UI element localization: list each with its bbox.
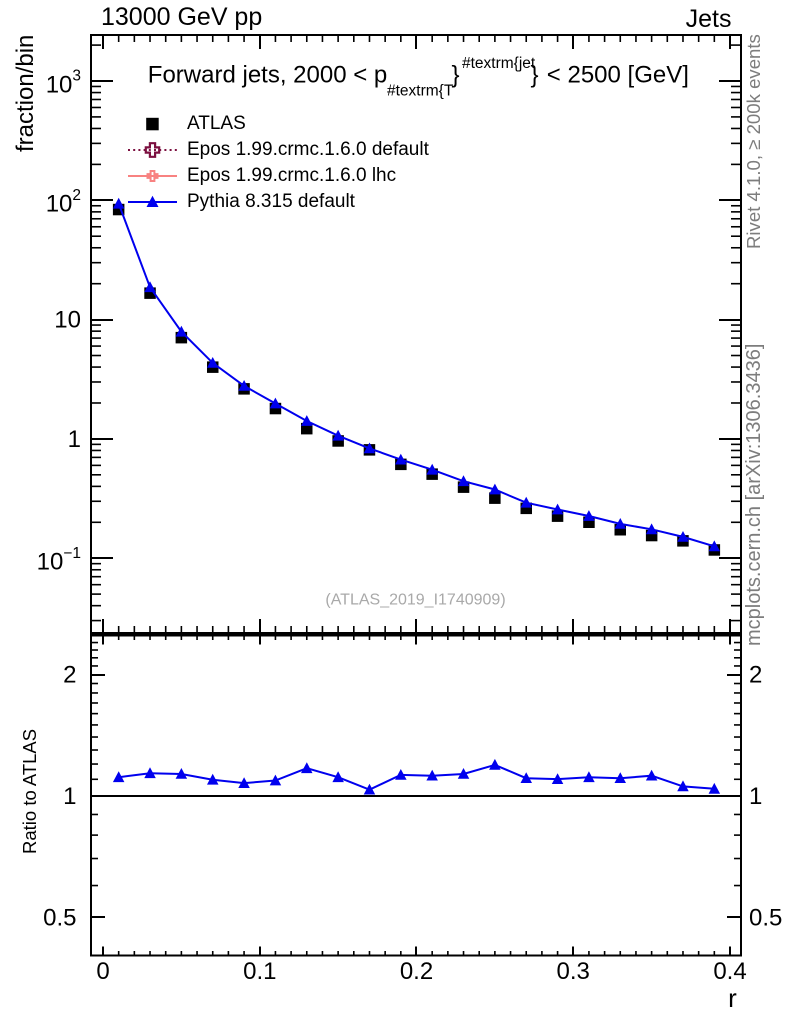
svg-text:Epos 1.99.crmc.1.6.0 lhc: Epos 1.99.crmc.1.6.0 lhc	[187, 165, 396, 186]
svg-text:Rivet 4.1.0, ≥ 200k events: Rivet 4.1.0, ≥ 200k events	[743, 34, 764, 249]
svg-text:Jets: Jets	[686, 5, 732, 33]
svg-text:2: 2	[749, 662, 762, 689]
svg-text:}: }	[452, 62, 460, 89]
svg-text:ATLAS: ATLAS	[187, 113, 246, 134]
svg-text:(ATLAS_2019_I1740909): (ATLAS_2019_I1740909)	[325, 592, 505, 609]
svg-text:Ratio to ATLAS: Ratio to ATLAS	[19, 729, 40, 854]
svg-text:Forward jets, 2000 < p: Forward jets, 2000 < p	[148, 62, 387, 89]
svg-text:Pythia 8.315 default: Pythia 8.315 default	[187, 191, 356, 212]
svg-text:1: 1	[749, 783, 762, 810]
svg-text:fraction/bin: fraction/bin	[12, 35, 39, 152]
svg-text:10: 10	[46, 191, 73, 218]
svg-text:#textrm{T: #textrm{T	[387, 83, 454, 100]
svg-text:0.5: 0.5	[749, 905, 782, 932]
svg-text:1: 1	[63, 783, 76, 810]
svg-text:mcplots.cern.ch [arXiv:1306.34: mcplots.cern.ch [arXiv:1306.3436]	[743, 344, 765, 646]
svg-text:10: 10	[37, 549, 64, 576]
svg-text:10: 10	[54, 307, 81, 334]
svg-text:2: 2	[72, 187, 81, 204]
svg-text:0.5: 0.5	[43, 905, 76, 932]
svg-text:#textrm{jet: #textrm{jet	[462, 55, 536, 72]
svg-text:1: 1	[68, 426, 81, 453]
svg-text:2: 2	[63, 662, 76, 689]
svg-text:0: 0	[96, 958, 109, 985]
svg-text:< 2500 [GeV]: < 2500 [GeV]	[547, 62, 689, 89]
svg-text:0.2: 0.2	[400, 958, 433, 985]
svg-text:0.4: 0.4	[713, 958, 746, 985]
svg-text:Epos 1.99.crmc.1.6.0 default: Epos 1.99.crmc.1.6.0 default	[187, 139, 430, 160]
svg-text:13000 GeV pp: 13000 GeV pp	[101, 3, 262, 31]
svg-text:−1: −1	[63, 545, 81, 562]
svg-text:0.3: 0.3	[557, 958, 590, 985]
svg-text:r: r	[728, 983, 737, 1013]
svg-text:}: }	[531, 62, 539, 89]
svg-text:3: 3	[72, 68, 81, 85]
svg-text:10: 10	[46, 71, 73, 98]
svg-text:0.1: 0.1	[243, 958, 276, 985]
